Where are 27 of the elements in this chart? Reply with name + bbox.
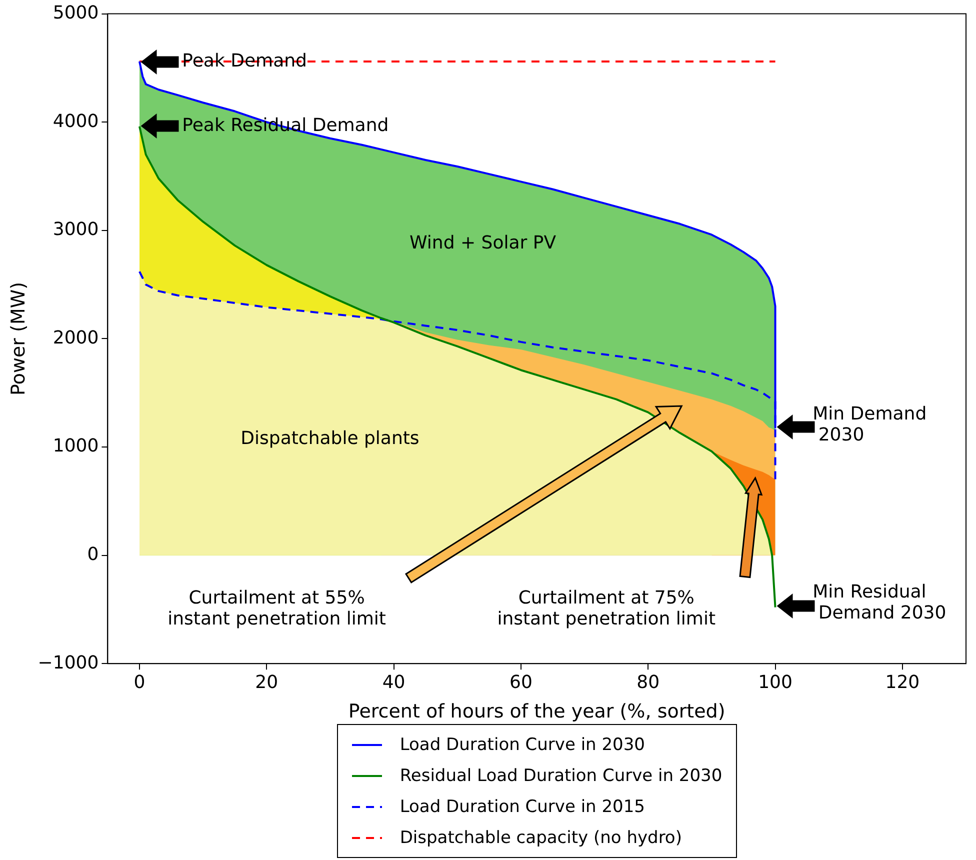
annotation: Peak Demand (182, 50, 307, 72)
legend-label: Load Duration Curve in 2030 (400, 734, 645, 754)
x-tick-label: 0 (134, 672, 146, 694)
annotation: Curtailment at 75% instant penetration limit (497, 587, 716, 630)
annotation: Min Demand 2030 (812, 403, 927, 446)
x-tick-label: 100 (758, 672, 792, 694)
legend-label: Residual Load Duration Curve in 2030 (400, 766, 722, 786)
y-axis-title: Power (MW) (7, 282, 30, 396)
legend-label: Load Duration Curve in 2015 (400, 796, 645, 816)
y-tick-label: 3000 (52, 219, 99, 240)
y-tick-label: 5000 (52, 2, 99, 24)
annotation: Dispatchable plants (240, 428, 420, 450)
x-tick-label: 80 (636, 672, 660, 694)
x-tick-label: 40 (382, 672, 406, 694)
annotation: Min Residual Demand 2030 (812, 582, 946, 624)
x-tick-label: 20 (255, 672, 278, 694)
x-axis-title: Percent of hours of the year (%, sorted) (348, 700, 726, 723)
annotation: Wind + Solar PV (410, 232, 557, 254)
y-tick-label: 0 (87, 544, 99, 565)
annotation: Curtailment at 55% instant penetration limit (168, 587, 386, 630)
y-tick-label: −1000 (38, 652, 99, 674)
legend-label: Dispatchable capacity (no hydro) (400, 828, 682, 848)
y-tick-label: 1000 (52, 436, 99, 457)
x-tick-label: 60 (510, 672, 532, 694)
y-tick-label: 4000 (52, 110, 99, 132)
x-tick-label: 120 (885, 672, 920, 694)
y-tick-label: 2000 (52, 327, 99, 348)
